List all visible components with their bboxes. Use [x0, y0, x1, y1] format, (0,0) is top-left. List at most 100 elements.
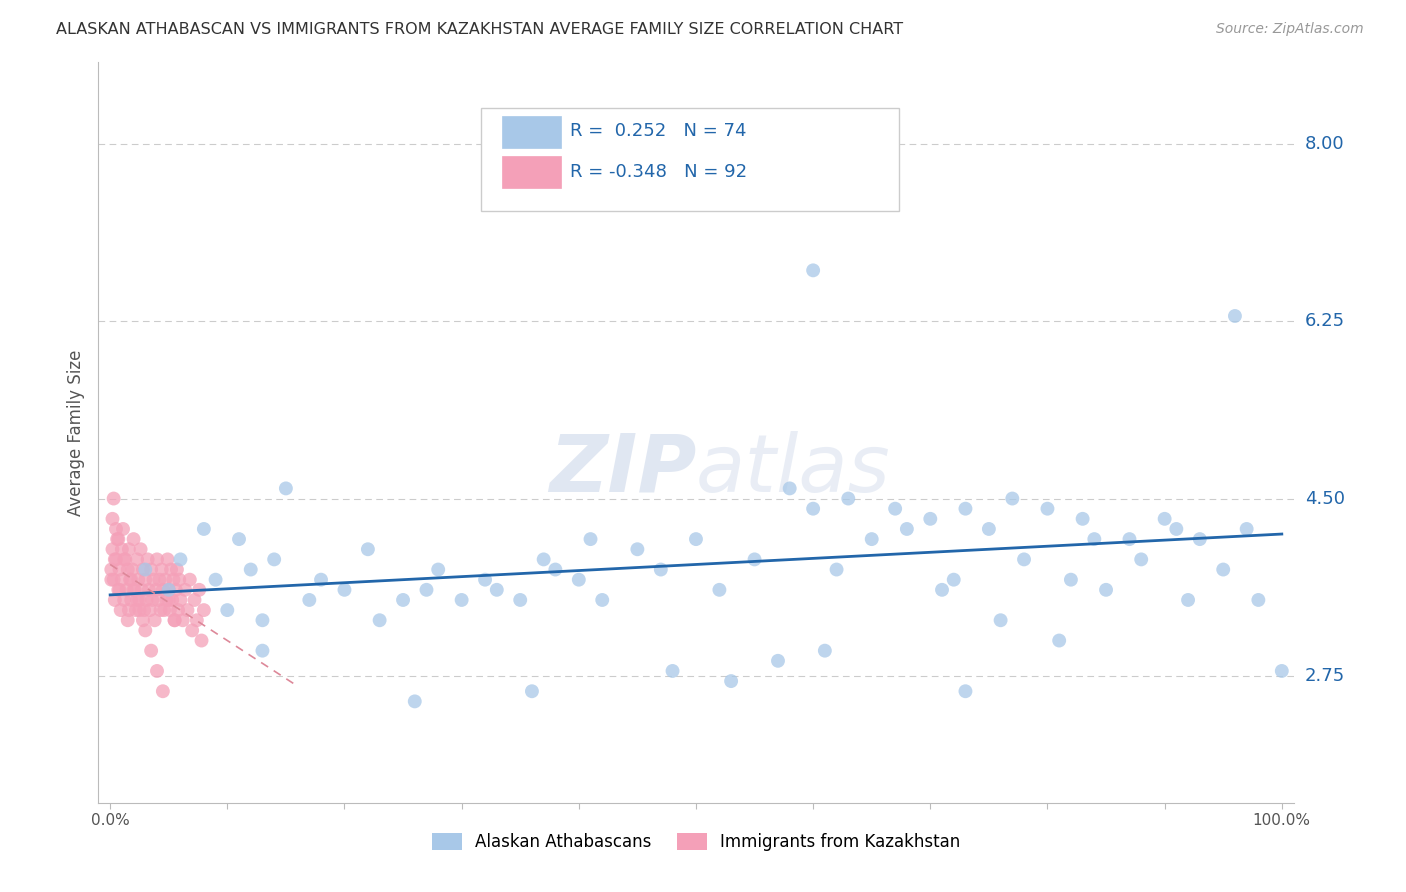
Point: [153, 603, 176, 617]
Point: [1071, 512, 1094, 526]
Point: [183, 593, 205, 607]
Point: [190, 633, 212, 648]
Point: [650, 562, 672, 576]
Point: [111, 542, 134, 557]
Point: [404, 694, 426, 708]
Point: [990, 613, 1012, 627]
Text: 2.75: 2.75: [1305, 667, 1346, 685]
Point: [150, 562, 173, 576]
Point: [163, 613, 186, 627]
Point: [120, 573, 141, 587]
Point: [485, 582, 508, 597]
Text: R =  0.252   N = 74: R = 0.252 N = 74: [571, 122, 747, 140]
Point: [179, 573, 201, 587]
Point: [181, 624, 204, 638]
Point: [415, 582, 437, 597]
Point: [148, 573, 170, 587]
Point: [520, 684, 543, 698]
Point: [132, 613, 155, 627]
Point: [134, 573, 156, 587]
Point: [103, 491, 125, 506]
Point: [134, 562, 156, 576]
Point: [977, 522, 1000, 536]
Point: [121, 562, 143, 576]
Point: [274, 482, 297, 496]
Point: [579, 532, 602, 546]
Point: [193, 603, 215, 617]
Point: [309, 573, 332, 587]
Point: [142, 573, 165, 587]
Point: [1083, 532, 1105, 546]
Point: [132, 603, 156, 617]
Point: [110, 603, 132, 617]
Point: [134, 624, 156, 638]
Point: [1060, 573, 1083, 587]
Point: [591, 593, 613, 607]
Point: [141, 643, 163, 657]
Point: [152, 684, 174, 698]
Point: [115, 582, 138, 597]
Point: [474, 573, 496, 587]
Point: [884, 501, 907, 516]
Point: [120, 573, 142, 587]
Point: [141, 593, 163, 607]
Point: [146, 664, 169, 678]
Point: [155, 573, 177, 587]
Point: [101, 512, 124, 526]
Point: [105, 552, 128, 566]
Point: [298, 593, 321, 607]
Point: [162, 573, 184, 587]
Point: [108, 562, 131, 576]
Point: [111, 573, 134, 587]
Point: [814, 643, 837, 657]
Point: [860, 532, 883, 546]
Point: [188, 582, 211, 597]
Point: [100, 562, 122, 576]
Point: [801, 263, 824, 277]
Point: [942, 573, 965, 587]
Point: [509, 593, 531, 607]
Point: [166, 562, 188, 576]
Point: [125, 603, 148, 617]
Text: 8.00: 8.00: [1305, 135, 1344, 153]
Point: [103, 573, 125, 587]
Point: [107, 582, 129, 597]
Point: [112, 593, 135, 607]
Point: [1012, 552, 1035, 566]
Point: [801, 501, 824, 516]
Point: [120, 593, 142, 607]
Point: [228, 532, 250, 546]
Point: [157, 582, 180, 597]
Point: [129, 542, 152, 557]
Point: [744, 552, 766, 566]
Text: 6.25: 6.25: [1305, 312, 1344, 330]
Point: [117, 613, 139, 627]
Point: [544, 562, 567, 576]
Text: 4.50: 4.50: [1305, 490, 1344, 508]
Legend: Alaskan Athabascans, Immigrants from Kazakhstan: Alaskan Athabascans, Immigrants from Kaz…: [425, 826, 967, 857]
Point: [252, 613, 274, 627]
Point: [169, 573, 191, 587]
Point: [104, 593, 127, 607]
Text: ZIP: ZIP: [548, 431, 696, 508]
Point: [118, 603, 141, 617]
Text: R = -0.348   N = 92: R = -0.348 N = 92: [571, 163, 748, 181]
Point: [661, 664, 683, 678]
Point: [368, 613, 391, 627]
Point: [124, 582, 146, 597]
Point: [1047, 633, 1070, 648]
Point: [155, 593, 177, 607]
Point: [162, 593, 183, 607]
Point: [392, 593, 415, 607]
Point: [146, 552, 169, 566]
Point: [148, 593, 170, 607]
FancyBboxPatch shape: [502, 117, 561, 147]
Point: [143, 613, 166, 627]
Point: [1236, 522, 1258, 536]
Point: [127, 573, 149, 587]
Point: [1188, 532, 1211, 546]
Point: [136, 552, 159, 566]
Point: [107, 532, 129, 546]
Point: [1001, 491, 1024, 506]
Point: [108, 582, 131, 597]
